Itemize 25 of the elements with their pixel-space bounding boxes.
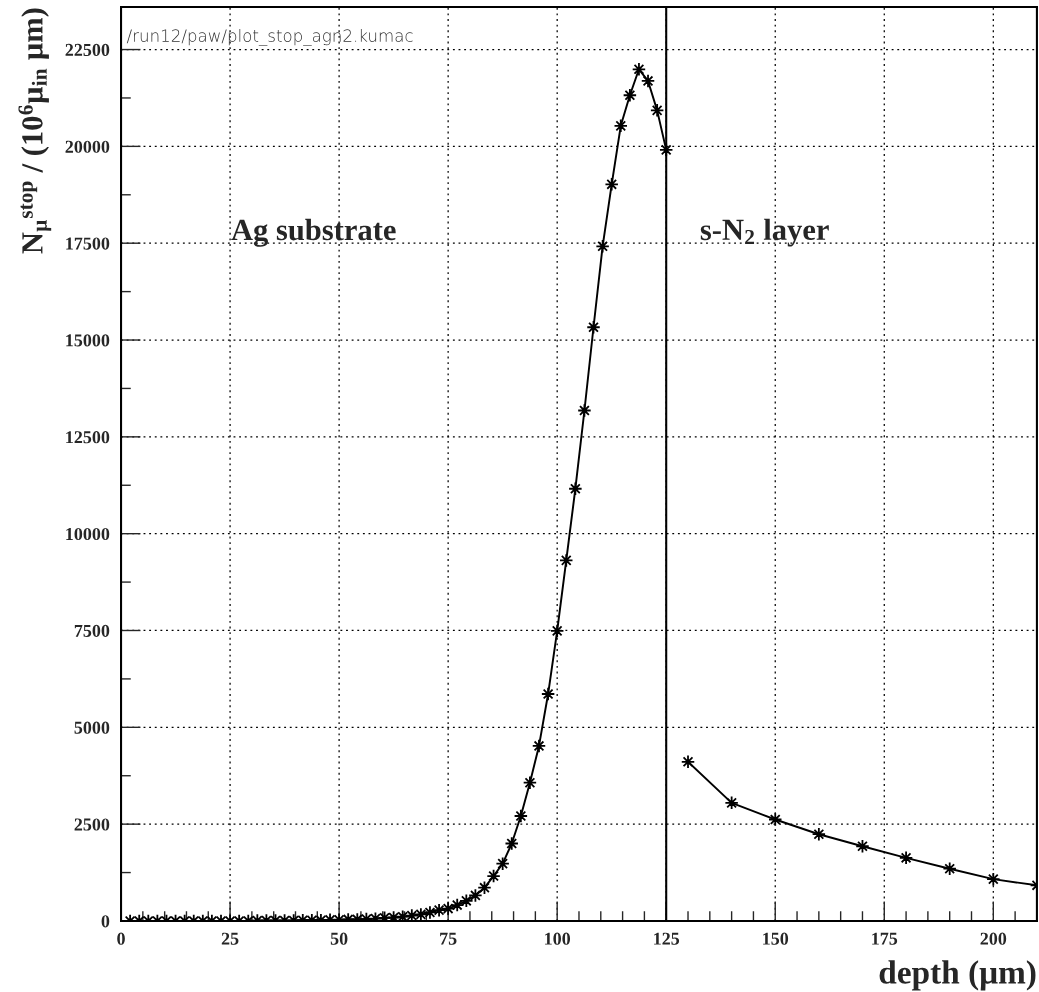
x-tick-label: 175: [872, 932, 898, 945]
y-tick-label: 0: [101, 915, 110, 928]
y-tick-label: 17500: [66, 237, 110, 250]
x-tick-label: 100: [545, 932, 571, 945]
annotation: /run12/paw/plot_stop_agn2.kumac: [126, 29, 413, 46]
x-tick-label: 150: [763, 932, 789, 945]
point: [395, 909, 410, 921]
x-tick-label: 0: [117, 932, 125, 945]
y-tick-label: 20000: [65, 140, 110, 153]
x-tick-label: 25: [221, 932, 239, 945]
x-tick-label: 200: [980, 932, 1007, 945]
y-tick-label: 12500: [66, 431, 110, 444]
y-tick-label: 22500: [65, 43, 110, 56]
y-tick-label: 15000: [66, 334, 110, 347]
y-axis-title: N$_{μ}$$^{stop}$ / (10$^{6}$μ$_{in}$ μm): [18, 8, 52, 254]
annotation: s-N$_{2}$ layer: [700, 218, 829, 247]
annotation: Ag substrate: [231, 218, 396, 247]
x-axis-title: depth (μm): [879, 960, 1036, 991]
y-tick-label: 10000: [66, 527, 110, 541]
y-tick-label: 7500: [74, 624, 110, 637]
x-tick-label: 50: [330, 932, 348, 945]
x-tick-label: 75: [440, 932, 457, 945]
y-tick-label: 2500: [74, 818, 110, 831]
x-tick-label: 125: [654, 932, 680, 945]
y-tick-label: 5000: [74, 721, 110, 734]
